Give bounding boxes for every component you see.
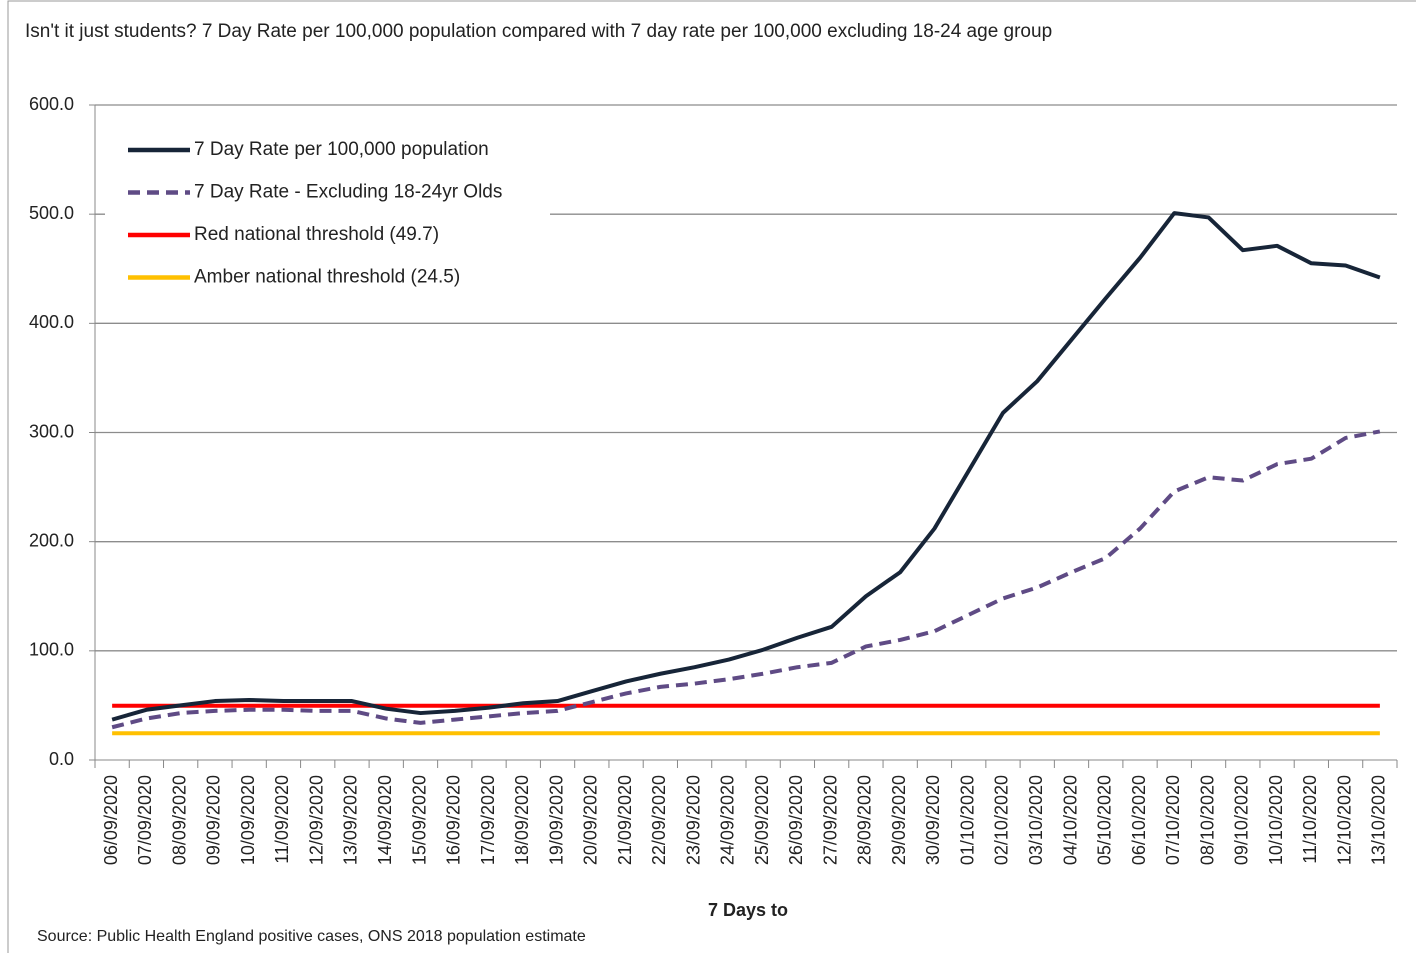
y-tick-label: 500.0 — [29, 203, 74, 223]
x-tick-label: 21/09/2020 — [615, 775, 635, 865]
x-tick-label: 08/09/2020 — [169, 775, 189, 865]
chart-border — [7, 0, 1416, 958]
x-tick-label: 26/09/2020 — [786, 775, 806, 865]
x-tick-label: 30/09/2020 — [923, 775, 943, 865]
x-tick-label: 01/10/2020 — [957, 775, 977, 865]
x-tick-label: 03/10/2020 — [1026, 775, 1046, 865]
x-axis-title: 7 Days to — [708, 900, 788, 920]
x-tick-label: 07/09/2020 — [135, 775, 155, 865]
series-line — [111, 429, 1381, 730]
legend-label: Red national threshold (49.7) — [194, 224, 439, 245]
x-tick-label: 20/09/2020 — [581, 775, 601, 865]
x-tick-label: 16/09/2020 — [444, 775, 464, 865]
x-tick-label: 17/09/2020 — [478, 775, 498, 865]
y-tick-label: 200.0 — [29, 530, 74, 550]
x-tick-label: 08/10/2020 — [1197, 775, 1217, 865]
x-tick-label: 13/09/2020 — [341, 775, 361, 865]
x-tick-label: 12/10/2020 — [1334, 775, 1354, 865]
legend-label: 7 Day Rate - Excluding 18-24yr Olds — [194, 182, 502, 203]
x-tick-label: 12/09/2020 — [306, 775, 326, 865]
y-tick-label: 400.0 — [29, 312, 74, 332]
chart-title: Isn't it just students? 7 Day Rate per 1… — [25, 21, 1052, 42]
x-tick-label: 06/10/2020 — [1129, 775, 1149, 865]
y-tick-label: 100.0 — [29, 640, 74, 660]
x-tick-label: 29/09/2020 — [889, 775, 909, 865]
series-line — [111, 211, 1381, 722]
x-tick-label: 06/09/2020 — [101, 775, 121, 865]
x-tick-label: 19/09/2020 — [546, 775, 566, 865]
x-tick-label: 25/09/2020 — [752, 775, 772, 865]
x-tick-label: 13/10/2020 — [1369, 775, 1389, 865]
x-tick-label: 11/09/2020 — [272, 775, 292, 864]
x-tick-label: 05/10/2020 — [1095, 775, 1115, 865]
x-tick-label: 23/09/2020 — [683, 775, 703, 865]
x-tick-label: 28/09/2020 — [855, 775, 875, 865]
y-tick-label: 300.0 — [29, 421, 74, 441]
legend-label: 7 Day Rate per 100,000 population — [194, 139, 489, 160]
x-tick-label: 07/10/2020 — [1163, 775, 1183, 865]
y-tick-label: 600.0 — [29, 94, 74, 114]
x-tick-label: 10/09/2020 — [238, 775, 258, 865]
legend-background — [105, 125, 550, 300]
x-tick-label: 18/09/2020 — [512, 775, 532, 865]
x-tick-label: 02/10/2020 — [992, 775, 1012, 865]
x-tick-label: 27/09/2020 — [820, 775, 840, 865]
x-tick-label: 24/09/2020 — [718, 775, 738, 865]
legend-label: Amber national threshold (24.5) — [194, 267, 460, 288]
source-note: Source: Public Health England positive c… — [37, 928, 586, 945]
x-tick-label: 10/10/2020 — [1266, 775, 1286, 865]
x-tick-label: 22/09/2020 — [649, 775, 669, 865]
x-tick-label: 14/09/2020 — [375, 775, 395, 865]
x-tick-label: 09/09/2020 — [204, 775, 224, 865]
y-tick-label: 0.0 — [49, 749, 74, 769]
x-tick-label: 15/09/2020 — [409, 775, 429, 865]
x-tick-label: 11/10/2020 — [1300, 775, 1320, 864]
x-tick-label: 04/10/2020 — [1060, 775, 1080, 865]
x-tick-label: 09/10/2020 — [1232, 775, 1252, 865]
